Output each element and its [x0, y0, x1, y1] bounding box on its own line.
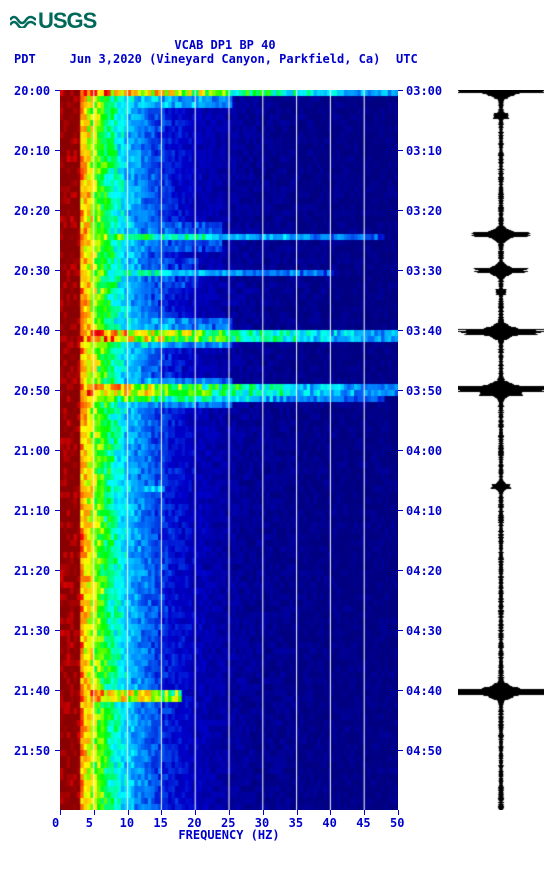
y-right-tick: 04:50: [406, 744, 442, 758]
y-right-tick: 04:20: [406, 564, 442, 578]
usgs-logo: USGS: [10, 8, 96, 34]
y-right-tick: 03:30: [406, 264, 442, 278]
y-left-tick: 21:00: [14, 444, 50, 458]
spectrogram-plot: [60, 90, 398, 810]
y-right-tick: 03:40: [406, 324, 442, 338]
y-right-tick: 03:00: [406, 84, 442, 98]
y-left-tick: 20:10: [14, 144, 50, 158]
y-right-tick: 03:20: [406, 204, 442, 218]
logo-text: USGS: [38, 8, 96, 33]
y-left-tick: 21:20: [14, 564, 50, 578]
y-left-tick: 20:30: [14, 264, 50, 278]
y-left-tick: 21:30: [14, 624, 50, 638]
y-right-tick: 04:00: [406, 444, 442, 458]
y-right-tick: 04:40: [406, 684, 442, 698]
x-axis-label: FREQUENCY (HZ): [60, 828, 398, 842]
x-tick: 0: [52, 816, 59, 830]
y-left-tick: 20:40: [14, 324, 50, 338]
y-right-tick: 03:50: [406, 384, 442, 398]
seismogram-canvas: [458, 90, 544, 810]
title-line-1: VCAB DP1 BP 40: [0, 38, 450, 52]
y-left-tick: 20:50: [14, 384, 50, 398]
y-left-tick: 20:00: [14, 84, 50, 98]
y-left-tick: 20:20: [14, 204, 50, 218]
title-line-2: Jun 3,2020 (Vineyard Canyon, Parkfield, …: [0, 52, 450, 66]
y-right-tick: 03:10: [406, 144, 442, 158]
logo-wave-icon: [10, 8, 36, 34]
y-right-tick: 04:30: [406, 624, 442, 638]
y-left-tick: 21:50: [14, 744, 50, 758]
y-right-tick: 04:10: [406, 504, 442, 518]
chart-title: VCAB DP1 BP 40 Jun 3,2020 (Vineyard Cany…: [0, 38, 450, 66]
y-left-tick: 21:40: [14, 684, 50, 698]
seismogram-plot: [458, 90, 544, 810]
y-left-tick: 21:10: [14, 504, 50, 518]
spectrogram-canvas: [60, 90, 398, 810]
